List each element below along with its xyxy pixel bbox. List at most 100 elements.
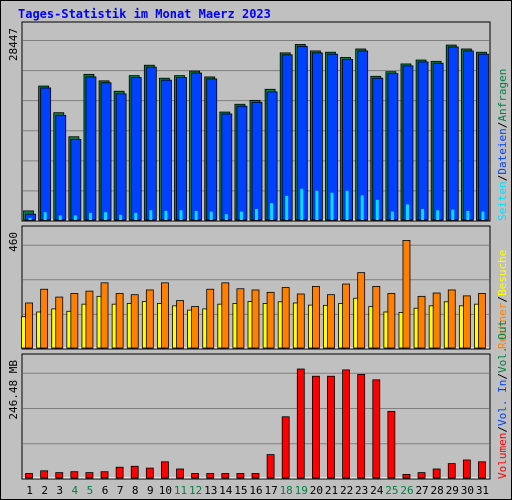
bar-dateien-day-31 bbox=[478, 53, 489, 221]
bar-rechner-day-9 bbox=[145, 289, 154, 349]
bar-rechner-day-26 bbox=[402, 240, 411, 349]
bar-volumen-day-21 bbox=[327, 375, 335, 479]
bar-seiten-day-30 bbox=[466, 210, 470, 220]
bar-seiten-day-23 bbox=[360, 195, 364, 220]
bar-dateien-day-9 bbox=[145, 66, 157, 221]
panel-frame bbox=[21, 353, 491, 480]
panel-visits: 460 bbox=[7, 225, 491, 350]
day-label-29: 29 bbox=[446, 484, 459, 497]
bar-rechner-day-5 bbox=[85, 290, 94, 349]
bar-seiten-day-12 bbox=[194, 210, 198, 220]
bar-dateien-day-10 bbox=[161, 79, 172, 221]
day-label-20: 20 bbox=[310, 484, 323, 497]
right-label-separator: / bbox=[496, 373, 509, 380]
bar-rechner-day-22 bbox=[342, 283, 350, 349]
bar-seiten-day-8 bbox=[134, 212, 138, 220]
right-axis-labels: Seiten/Dateien/AnfragenRechner/BesucheVo… bbox=[496, 69, 509, 479]
day-label-18: 18 bbox=[280, 484, 293, 497]
bar-volumen-day-31 bbox=[478, 461, 486, 479]
bar-volumen-day-8 bbox=[130, 465, 139, 479]
right-label-separator: / bbox=[496, 175, 509, 182]
bar-rechner-day-14 bbox=[221, 282, 230, 349]
day-label-15: 15 bbox=[234, 484, 247, 497]
day-label-5: 5 bbox=[87, 484, 94, 497]
day-label-6: 6 bbox=[102, 484, 109, 497]
bar-dateien-day-15 bbox=[236, 105, 248, 221]
bar-seiten-day-14 bbox=[224, 214, 228, 220]
right-label-vol-out: Vol. Out bbox=[496, 320, 509, 373]
bar-rechner-day-23 bbox=[357, 272, 366, 349]
bar-seiten-day-18 bbox=[285, 195, 289, 220]
bar-rechner-day-2 bbox=[40, 288, 49, 349]
bar-seiten-day-21 bbox=[330, 192, 334, 220]
day-label-3: 3 bbox=[56, 484, 63, 497]
bar-rechner-day-24 bbox=[372, 285, 381, 349]
bar-volumen-day-6 bbox=[100, 471, 109, 479]
bar-volumen-day-15 bbox=[236, 473, 245, 479]
day-label-14: 14 bbox=[219, 484, 233, 497]
bar-seiten-day-3 bbox=[58, 215, 62, 220]
right-label-anfragen: Anfragen bbox=[496, 69, 509, 122]
right-label-volumen: Volumen bbox=[496, 433, 509, 479]
bar-rechner-day-19 bbox=[296, 293, 305, 349]
bar-seiten-day-25 bbox=[390, 211, 394, 220]
bar-volumen-day-22 bbox=[342, 369, 350, 479]
bar-seiten-day-13 bbox=[209, 211, 213, 220]
bar-dateien-day-24 bbox=[372, 77, 384, 221]
day-label-22: 22 bbox=[340, 484, 353, 497]
bar-volumen-day-27 bbox=[417, 472, 426, 479]
y-max-label: 28447 bbox=[7, 28, 20, 61]
day-label-30: 30 bbox=[461, 484, 474, 497]
bar-seiten-day-16 bbox=[255, 208, 258, 220]
bar-rechner-day-25 bbox=[387, 293, 396, 349]
bar-seiten-day-2 bbox=[43, 212, 47, 220]
bar-volumen-day-30 bbox=[462, 459, 471, 479]
bar-seiten-day-22 bbox=[345, 190, 349, 220]
day-label-17: 17 bbox=[264, 484, 277, 497]
bar-volumen-day-3 bbox=[55, 472, 64, 479]
bar-rechner-day-30 bbox=[462, 295, 471, 349]
bar-rechner-day-10 bbox=[161, 282, 169, 349]
bar-volumen-day-13 bbox=[206, 473, 215, 479]
right-label-group-2: Rechner/Besuche bbox=[496, 250, 509, 349]
bar-dateien-day-23 bbox=[357, 50, 369, 221]
bar-rechner-day-31 bbox=[478, 293, 486, 349]
bar-volumen-day-23 bbox=[357, 374, 366, 479]
day-label-4: 4 bbox=[72, 484, 79, 497]
bar-volumen-day-5 bbox=[85, 472, 94, 479]
bar-dateien-day-7 bbox=[115, 93, 127, 221]
bar-rechner-day-17 bbox=[266, 291, 275, 349]
bar-dateien-day-12 bbox=[191, 72, 203, 221]
bar-seiten-day-28 bbox=[436, 210, 440, 220]
right-label-dateien: Dateien bbox=[496, 128, 509, 174]
bar-dateien-day-11 bbox=[176, 77, 187, 221]
bar-volumen-day-24 bbox=[372, 379, 381, 479]
bar-rechner-day-29 bbox=[447, 289, 456, 349]
bar-seiten-day-7 bbox=[119, 214, 123, 220]
bar-seiten-day-20 bbox=[315, 190, 319, 220]
bar-dateien-day-4 bbox=[70, 138, 82, 221]
bar-seiten-day-29 bbox=[451, 209, 455, 220]
panels: 28447 460 246.48 MB bbox=[7, 21, 491, 480]
bar-volumen-day-4 bbox=[70, 471, 79, 479]
y-max-label: 246.48 MB bbox=[7, 360, 20, 420]
day-label-23: 23 bbox=[355, 484, 368, 497]
bar-rechner-day-18 bbox=[281, 287, 290, 349]
bar-dateien-day-26 bbox=[402, 65, 414, 221]
day-label-16: 16 bbox=[249, 484, 262, 497]
day-label-7: 7 bbox=[117, 484, 124, 497]
day-label-25: 25 bbox=[385, 484, 398, 497]
right-label-separator: / bbox=[496, 296, 509, 303]
bar-dateien-day-25 bbox=[387, 73, 399, 221]
day-label-13: 13 bbox=[204, 484, 217, 497]
day-label-1: 1 bbox=[26, 484, 33, 497]
right-label-seiten: Seiten bbox=[496, 181, 509, 221]
bar-dateien-day-2 bbox=[40, 87, 52, 221]
bar-dateien-day-29 bbox=[447, 46, 459, 221]
right-label-group-3: Volumen/Vol. In/Vol. Out bbox=[496, 320, 509, 479]
day-label-26: 26 bbox=[400, 484, 413, 497]
day-label-24: 24 bbox=[370, 484, 384, 497]
day-label-8: 8 bbox=[132, 484, 139, 497]
right-label-vol-in: Vol. In bbox=[496, 380, 509, 426]
bar-volumen-day-7 bbox=[115, 466, 124, 479]
